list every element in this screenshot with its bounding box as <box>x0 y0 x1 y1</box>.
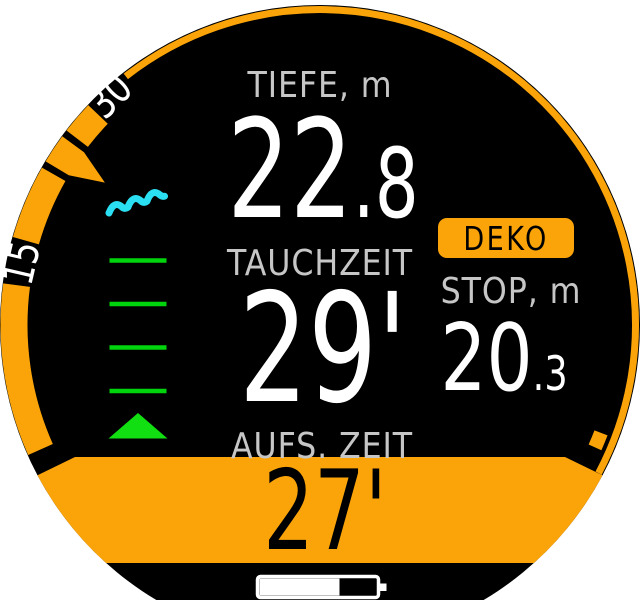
stop-depth-label: STOP, m <box>440 271 582 312</box>
ascent-indicator <box>105 189 168 439</box>
depth-label: TIEFE, m <box>247 65 393 106</box>
deco-badge: DEKO <box>438 218 574 258</box>
ascent-triangle-icon <box>108 413 168 439</box>
ascent-time-value: 27' <box>263 447 387 576</box>
water-surface-waves-icon <box>105 189 168 217</box>
depth-value-whole: 22 <box>227 91 353 250</box>
dive-time-value: 29' <box>238 261 408 437</box>
ascent-time-band <box>37 457 603 563</box>
battery-outline <box>255 574 381 600</box>
watch-screen <box>0 5 640 600</box>
depth-scale-arc <box>0 105 108 455</box>
battery-icon <box>255 574 387 600</box>
dive-time-label: TAUCHZEIT <box>226 243 414 284</box>
scale-tick-right <box>588 430 608 451</box>
battery-fill-level <box>259 578 340 596</box>
battery-terminal <box>380 583 387 591</box>
bezel-mark-15: 15 <box>0 236 51 290</box>
deco-badge-label: DEKO <box>463 218 549 258</box>
depth-value-decimal: .8 <box>352 128 419 240</box>
stop-depth-value: 20 .3 <box>440 312 567 405</box>
stop-value-whole: 20 <box>440 304 533 412</box>
depth-value: 22 .8 <box>227 102 418 239</box>
ascent-step-lines <box>109 258 167 394</box>
ascent-time-label: AUFS. ZEIT <box>231 426 413 467</box>
outer-ring <box>123 6 639 475</box>
stop-value-decimal: .3 <box>532 347 568 402</box>
depth-pointer-icon <box>45 136 105 183</box>
